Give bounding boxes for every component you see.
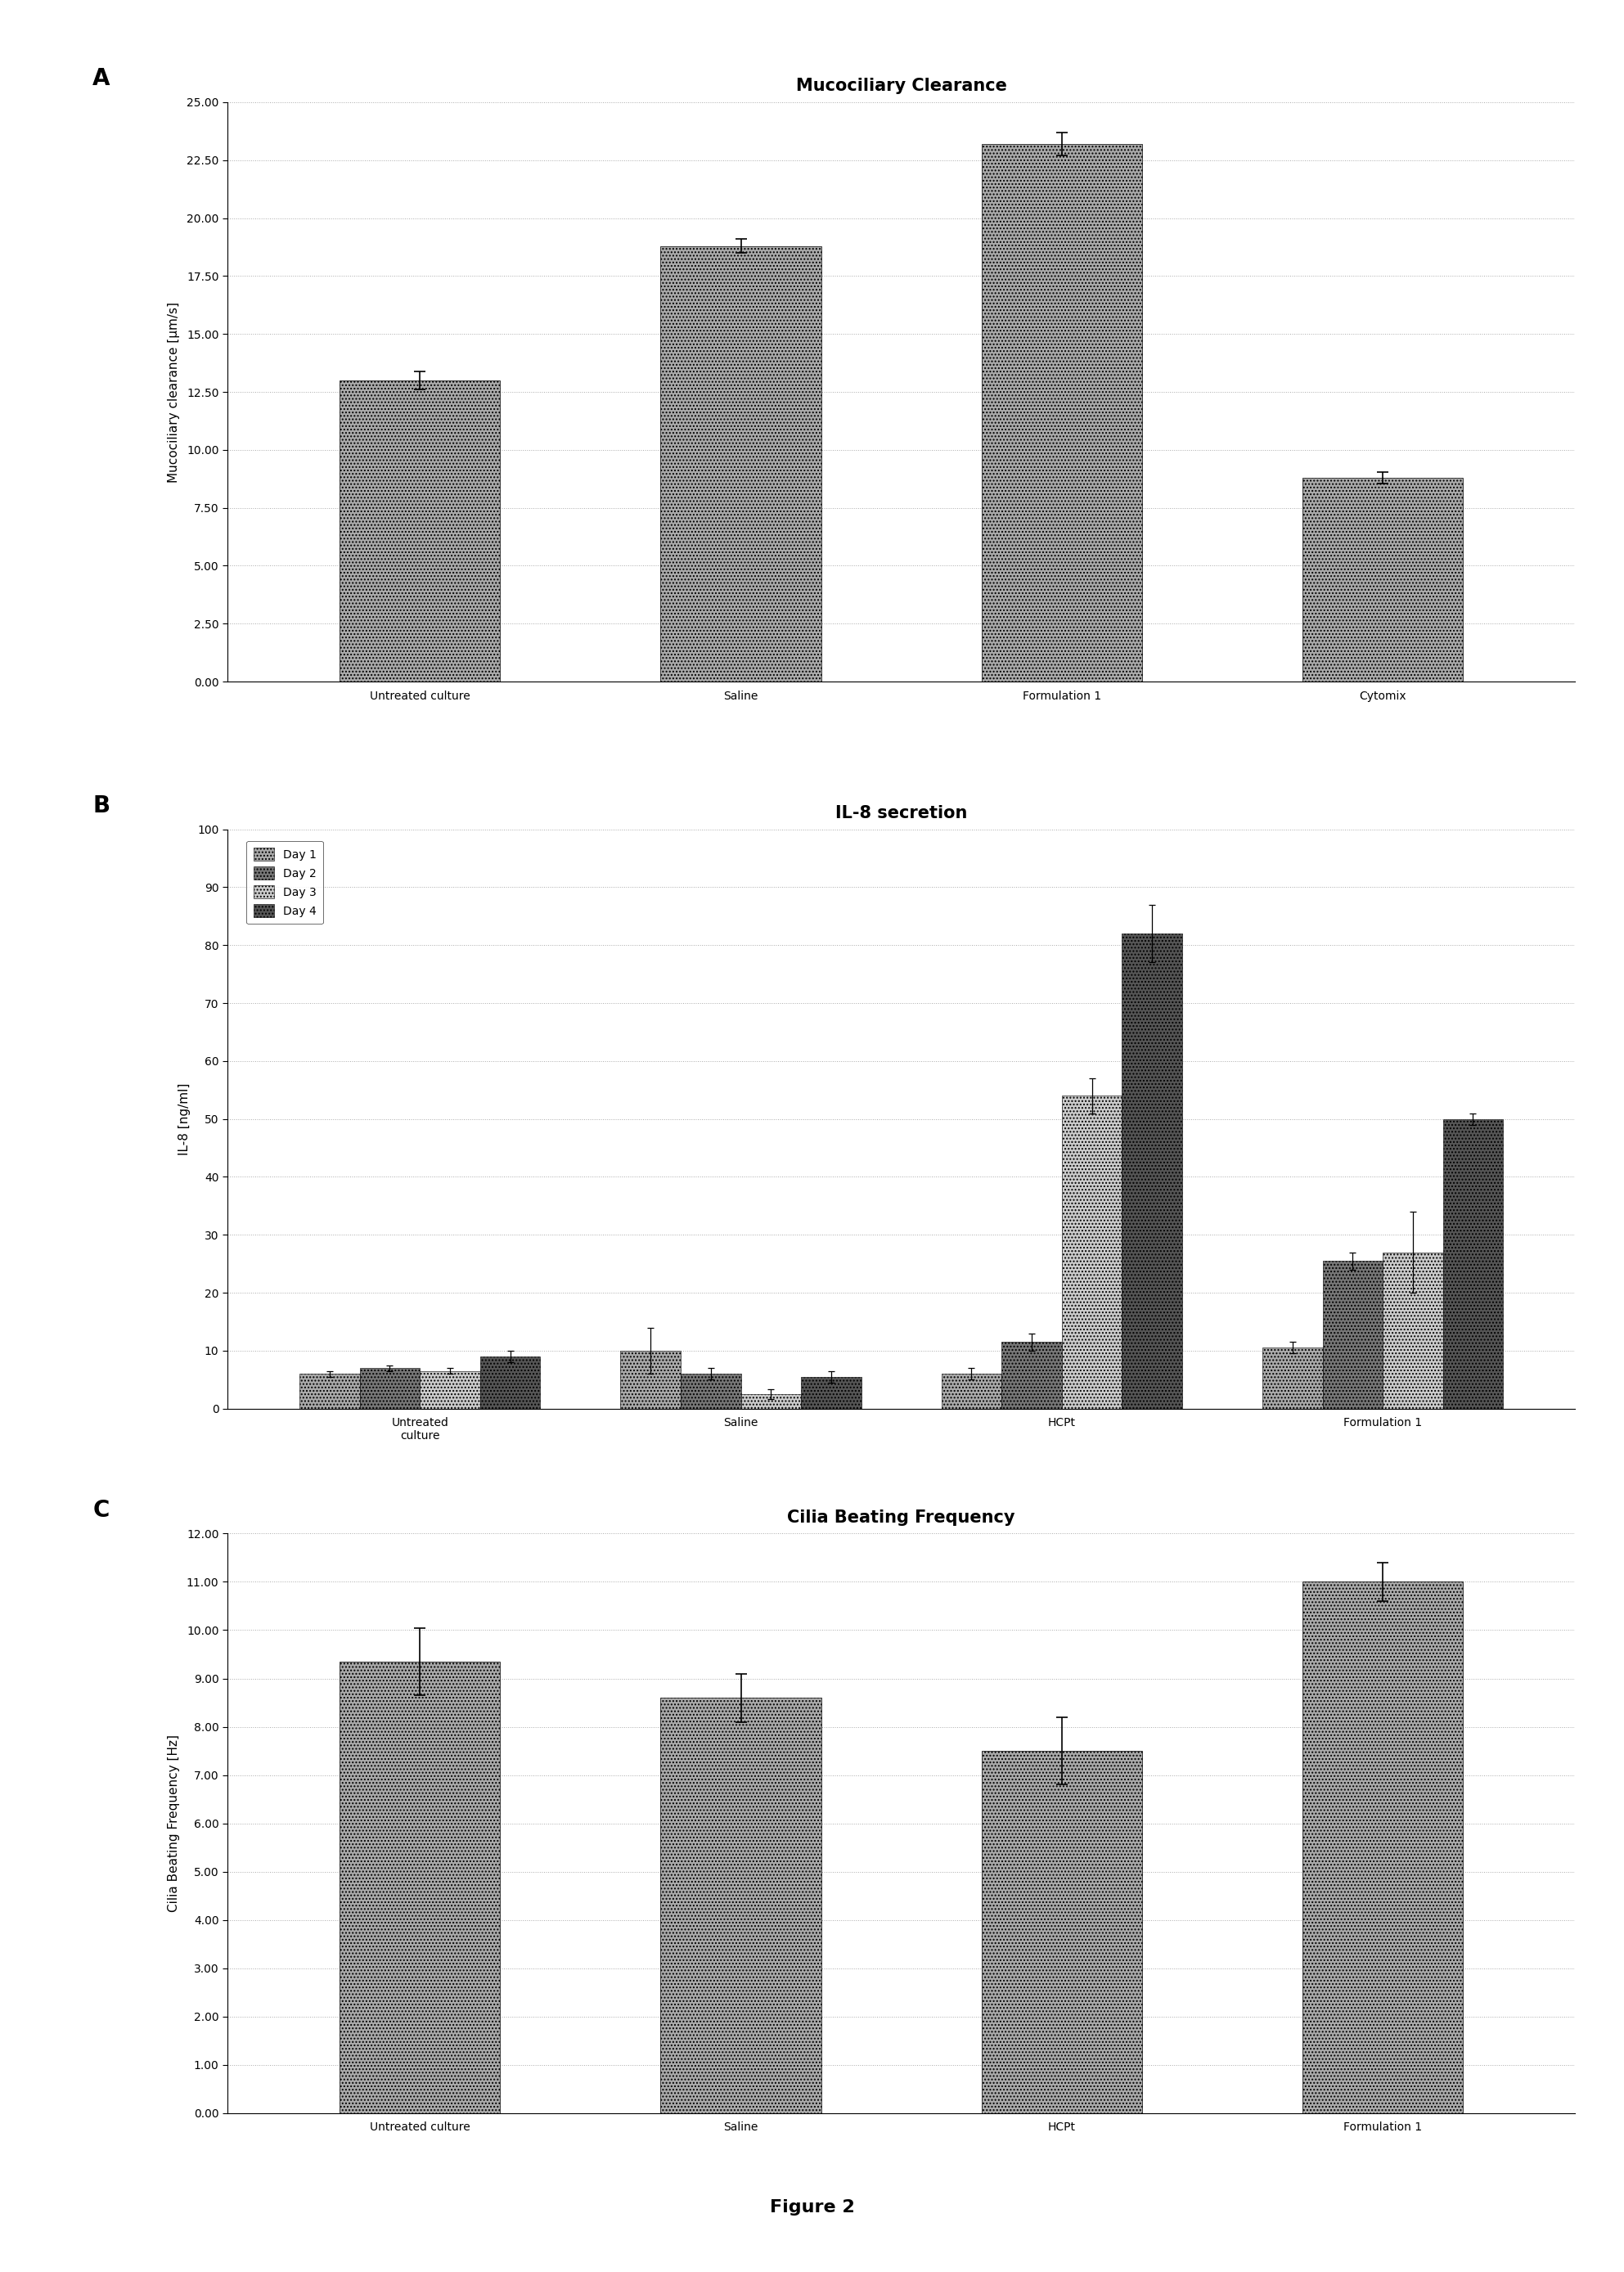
Title: Cilia Beating Frequency: Cilia Beating Frequency xyxy=(788,1509,1015,1525)
Bar xyxy=(801,1377,861,1409)
Text: A: A xyxy=(93,68,110,91)
Bar xyxy=(620,1350,680,1409)
Bar xyxy=(1262,1347,1322,1409)
Bar xyxy=(339,379,500,682)
Bar xyxy=(1062,1095,1122,1409)
Y-axis label: IL-8 [ng/ml]: IL-8 [ng/ml] xyxy=(179,1084,190,1154)
Bar xyxy=(421,1370,481,1409)
Bar xyxy=(942,1375,1002,1409)
Title: IL-8 secretion: IL-8 secretion xyxy=(835,804,968,820)
Text: C: C xyxy=(93,1500,109,1522)
Bar xyxy=(481,1356,541,1409)
Bar xyxy=(339,1661,500,2113)
Bar xyxy=(680,1375,741,1409)
Bar xyxy=(299,1375,361,1409)
Text: Figure 2: Figure 2 xyxy=(770,2199,854,2215)
Bar xyxy=(981,1752,1142,2113)
Bar xyxy=(1302,477,1463,682)
Bar xyxy=(1002,1343,1062,1409)
Legend: Day 1, Day 2, Day 3, Day 4: Day 1, Day 2, Day 3, Day 4 xyxy=(247,841,323,925)
Y-axis label: Cilia Beating Frequency [Hz]: Cilia Beating Frequency [Hz] xyxy=(167,1734,180,1913)
Bar xyxy=(1382,1252,1442,1409)
Bar xyxy=(361,1368,421,1409)
Y-axis label: Mucociliary clearance [μm/s]: Mucociliary clearance [μm/s] xyxy=(167,302,180,482)
Bar xyxy=(661,245,822,682)
Title: Mucociliary Clearance: Mucociliary Clearance xyxy=(796,77,1007,93)
Bar xyxy=(981,143,1142,682)
Bar xyxy=(1302,1581,1463,2113)
Bar xyxy=(1322,1261,1382,1409)
Bar xyxy=(1122,934,1182,1409)
Bar xyxy=(661,1697,822,2113)
Text: B: B xyxy=(93,795,110,818)
Bar xyxy=(741,1395,801,1409)
Bar xyxy=(1442,1120,1504,1409)
